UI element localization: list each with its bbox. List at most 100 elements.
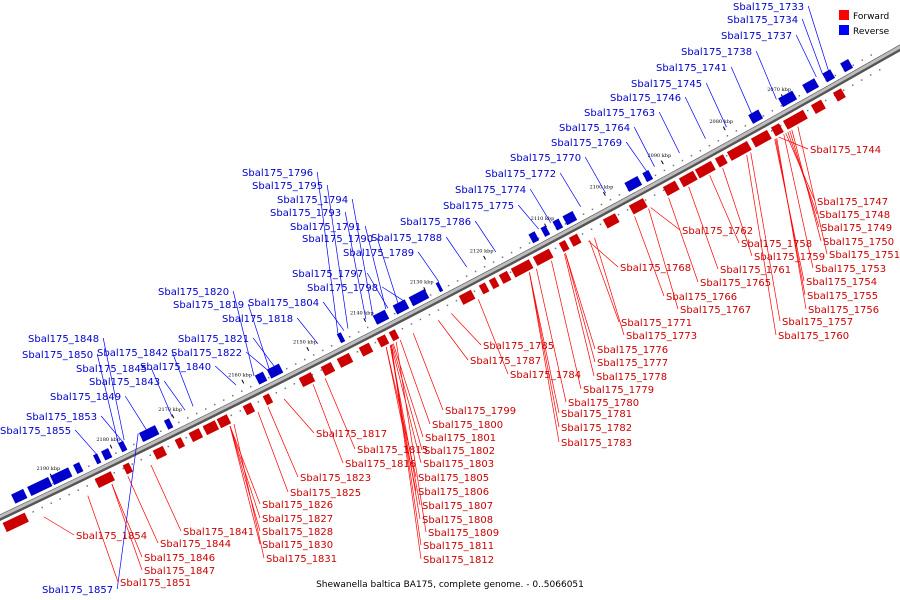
reverse-gene-label[interactable]: Sbal175_1796 [242, 168, 313, 179]
forward-gene-label[interactable]: Sbal175_1768 [620, 263, 691, 274]
forward-gene-label[interactable]: Sbal175_1805 [418, 473, 489, 484]
reverse-gene-label[interactable]: Sbal175_1793 [270, 208, 341, 219]
reverse-gene-label[interactable]: Sbal175_1774 [455, 185, 526, 196]
forward-gene-label[interactable]: Sbal175_1806 [418, 487, 489, 498]
reverse-gene-label[interactable]: Sbal175_1746 [610, 93, 681, 104]
forward-gene-label[interactable]: Sbal175_1823 [300, 473, 371, 484]
forward-gene-label[interactable]: Sbal175_1854 [76, 531, 147, 542]
reverse-gene-label[interactable]: Sbal175_1822 [171, 348, 242, 359]
reverse-gene-label[interactable]: Sbal175_1786 [400, 217, 471, 228]
reverse-gene-label[interactable]: Sbal175_1772 [485, 169, 556, 180]
reverse-gene-label[interactable]: Sbal175_1764 [559, 123, 630, 134]
reverse-gene-label[interactable]: Sbal175_1794 [277, 195, 348, 206]
forward-gene-label[interactable]: Sbal175_1773 [626, 331, 697, 342]
reverse-gene-label[interactable]: Sbal175_1819 [173, 300, 244, 311]
forward-gene-label[interactable]: Sbal175_1756 [808, 305, 879, 316]
reverse-gene-label[interactable]: Sbal175_1791 [290, 222, 361, 233]
forward-gene-label[interactable]: Sbal175_1784 [510, 370, 581, 381]
forward-gene-label[interactable]: Sbal175_1776 [597, 345, 668, 356]
forward-gene-label[interactable]: Sbal175_1846 [144, 553, 215, 564]
forward-gene-label[interactable]: Sbal175_1844 [160, 539, 231, 550]
forward-gene-label[interactable]: Sbal175_1783 [561, 438, 632, 449]
reverse-gene-label[interactable]: Sbal175_1849 [50, 392, 121, 403]
forward-gene-label[interactable]: Sbal175_1766 [666, 292, 737, 303]
forward-gene-label[interactable]: Sbal175_1750 [823, 237, 894, 248]
reverse-gene-label[interactable]: Sbal175_1848 [28, 334, 99, 345]
forward-gene-label[interactable]: Sbal175_1753 [815, 264, 886, 275]
forward-gene-label[interactable]: Sbal175_1809 [428, 528, 499, 539]
reverse-gene-label[interactable]: Sbal175_1733 [733, 2, 804, 13]
reverse-gene-label[interactable]: Sbal175_1840 [140, 362, 211, 373]
forward-gene-label[interactable]: Sbal175_1765 [700, 278, 771, 289]
reverse-gene-label[interactable]: Sbal175_1745 [631, 79, 702, 90]
reverse-gene-label[interactable]: Sbal175_1853 [26, 412, 97, 423]
forward-gene-label[interactable]: Sbal175_1744 [810, 145, 881, 156]
forward-gene-label[interactable]: Sbal175_1808 [422, 515, 493, 526]
forward-gene-label[interactable]: Sbal175_1847 [144, 566, 215, 577]
forward-gene-label[interactable]: Sbal175_1748 [819, 210, 890, 221]
reverse-gene-label[interactable]: Sbal175_1775 [443, 201, 514, 212]
forward-gene-label[interactable]: Sbal175_1802 [424, 446, 495, 457]
forward-gene-label[interactable]: Sbal175_1757 [782, 317, 853, 328]
reverse-gene-label[interactable]: Sbal175_1843 [89, 377, 160, 388]
forward-gene-label[interactable]: Sbal175_1778 [596, 372, 667, 383]
forward-gene-label[interactable]: Sbal175_1830 [262, 540, 333, 551]
reverse-gene-label[interactable]: Sbal175_1845 [76, 364, 147, 375]
forward-gene-label[interactable]: Sbal175_1799 [445, 406, 516, 417]
forward-gene-label[interactable]: Sbal175_1754 [806, 277, 877, 288]
forward-gene-label[interactable]: Sbal175_1801 [425, 433, 496, 444]
forward-gene-label[interactable]: Sbal175_1787 [470, 356, 541, 367]
reverse-gene-label[interactable]: Sbal175_1850 [22, 350, 93, 361]
reverse-gene-label[interactable]: Sbal175_1770 [510, 153, 581, 164]
forward-gene-label[interactable]: Sbal175_1827 [262, 514, 333, 525]
forward-gene-label[interactable]: Sbal175_1777 [597, 358, 668, 369]
forward-gene-label[interactable]: Sbal175_1785 [483, 341, 554, 352]
forward-gene-label[interactable]: Sbal175_1749 [821, 223, 892, 234]
forward-gene-label[interactable]: Sbal175_1779 [583, 385, 654, 396]
forward-gene-label[interactable]: Sbal175_1816 [345, 459, 416, 470]
reverse-gene-label[interactable]: Sbal175_1737 [721, 31, 792, 42]
forward-gene-label[interactable]: Sbal175_1767 [680, 305, 751, 316]
forward-gene-label[interactable]: Sbal175_1780 [568, 398, 639, 409]
forward-gene-label[interactable]: Sbal175_1747 [817, 197, 888, 208]
reverse-gene-label[interactable]: Sbal175_1763 [584, 108, 655, 119]
forward-gene-label[interactable]: Sbal175_1781 [561, 409, 632, 420]
reverse-gene-label[interactable]: Sbal175_1842 [97, 348, 168, 359]
forward-gene-label[interactable]: Sbal175_1759 [754, 252, 825, 263]
reverse-gene-label[interactable]: Sbal175_1818 [222, 314, 293, 325]
forward-gene-label[interactable]: Sbal175_1826 [262, 500, 333, 511]
reverse-gene-label[interactable]: Sbal175_1795 [252, 181, 323, 192]
forward-gene-label[interactable]: Sbal175_1825 [290, 488, 361, 499]
forward-gene-label[interactable]: Sbal175_1771 [621, 318, 692, 329]
forward-gene-label[interactable]: Sbal175_1755 [807, 291, 878, 302]
forward-gene-label[interactable]: Sbal175_1807 [422, 501, 493, 512]
reverse-gene-label[interactable]: Sbal175_1734 [727, 15, 798, 26]
forward-gene-label[interactable]: Sbal175_1815 [357, 445, 428, 456]
forward-gene-label[interactable]: Sbal175_1851 [120, 578, 191, 589]
forward-gene-label[interactable]: Sbal175_1800 [432, 420, 503, 431]
reverse-gene-label[interactable]: Sbal175_1855 [0, 426, 71, 437]
forward-gene-label[interactable]: Sbal175_1831 [266, 554, 337, 565]
reverse-gene-label[interactable]: Sbal175_1821 [178, 334, 249, 345]
forward-gene-label[interactable]: Sbal175_1841 [183, 527, 254, 538]
reverse-gene-label[interactable]: Sbal175_1804 [248, 298, 319, 309]
forward-gene-label[interactable]: Sbal175_1803 [423, 459, 494, 470]
reverse-gene-label[interactable]: Sbal175_1769 [551, 138, 622, 149]
forward-gene-label[interactable]: Sbal175_1817 [316, 429, 387, 440]
reverse-gene-label[interactable]: Sbal175_1738 [681, 47, 752, 58]
forward-gene-label[interactable]: Sbal175_1758 [741, 239, 812, 250]
forward-gene-label[interactable]: Sbal175_1760 [778, 331, 849, 342]
reverse-gene-label[interactable]: Sbal175_1798 [307, 283, 378, 294]
reverse-gene-label[interactable]: Sbal175_1741 [656, 63, 727, 74]
forward-gene-label[interactable]: Sbal175_1751 [829, 250, 900, 261]
reverse-gene-label[interactable]: Sbal175_1789 [343, 248, 414, 259]
forward-gene-label[interactable]: Sbal175_1812 [423, 555, 494, 566]
forward-gene-label[interactable]: Sbal175_1811 [423, 541, 494, 552]
reverse-gene-label[interactable]: Sbal175_1790 [302, 234, 373, 245]
reverse-gene-label[interactable]: Sbal175_1820 [158, 287, 229, 298]
reverse-gene-label[interactable]: Sbal175_1797 [292, 269, 363, 280]
forward-gene-label[interactable]: Sbal175_1761 [720, 265, 791, 276]
reverse-gene-label[interactable]: Sbal175_1788 [371, 233, 442, 244]
forward-gene-label[interactable]: Sbal175_1828 [262, 527, 333, 538]
forward-gene-label[interactable]: Sbal175_1782 [561, 423, 632, 434]
